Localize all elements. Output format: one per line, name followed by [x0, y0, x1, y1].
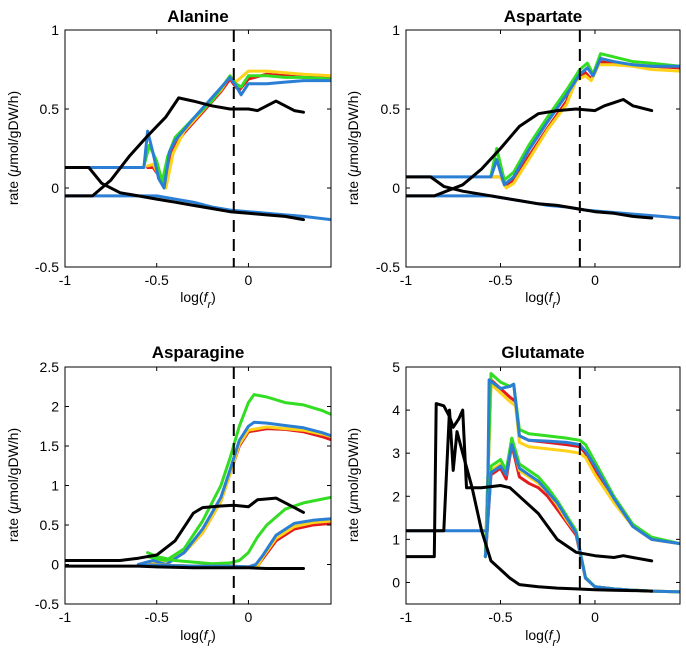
y-tick-label: 1 — [392, 22, 400, 38]
x-tick-label: 0 — [245, 272, 253, 288]
y-tick-label: 0.5 — [40, 517, 60, 533]
series-blue-lower — [65, 194, 331, 222]
y-axis-label: rate (μmol/gDW/h) — [345, 428, 361, 542]
y-axis-label: rate (μmol/gDW/h) — [5, 428, 21, 542]
y-axis-label: rate (μmol/gDW/h) — [5, 91, 21, 205]
panel-aspartate: Aspartate rate (μmol/gDW/h) log(fr) -1 -0… — [345, 7, 681, 311]
xlabel-sub-r: r — [552, 637, 557, 649]
x-tick-label: 0 — [591, 609, 599, 625]
x-tick-label: -1 — [400, 609, 413, 625]
xlabel-close: ) — [211, 627, 216, 643]
series-black-lower — [406, 408, 654, 593]
y-tick-label: 0.5 — [40, 101, 60, 117]
series-blue-upper — [65, 75, 331, 190]
y-tick-label: 1 — [392, 531, 400, 547]
y-tick-label: 0 — [51, 557, 59, 573]
panel-title: Glutamate — [501, 343, 584, 362]
plot-lines — [65, 69, 331, 222]
plot-area — [65, 30, 331, 267]
series-green-high — [146, 393, 331, 562]
y-tick-label: 1 — [51, 478, 59, 494]
x-tick-label: -0.5 — [488, 272, 512, 288]
y-tick-label: 0 — [392, 574, 400, 590]
series-green-low — [146, 495, 331, 566]
axes-frame — [64, 29, 332, 268]
x-axis-label: log(fr) — [180, 627, 216, 649]
ylabel-mu: μ — [345, 501, 361, 510]
y-tick-label: 3 — [392, 445, 400, 461]
ylabel-mu: μ — [5, 501, 21, 510]
panel-asparagine: Asparagine rate (μmol/gDW/h) log(fr) -1-… — [5, 343, 332, 649]
plot-lines — [65, 393, 331, 570]
x-tick-label: -1 — [59, 609, 72, 625]
series-black-upper — [65, 96, 305, 198]
series-blue-upper — [406, 56, 680, 187]
y-axis-label: rate (μmol/gDW/h) — [345, 91, 361, 205]
axes-frame — [405, 366, 681, 605]
y-tick-label: 5 — [392, 359, 400, 375]
xlabel-close: ) — [211, 289, 216, 305]
y-tick-label: 2.5 — [40, 359, 60, 375]
series-black-lower — [65, 564, 305, 570]
series-black-lower — [65, 166, 305, 222]
plot-area — [65, 367, 331, 604]
x-tick-label: -0.5 — [145, 272, 169, 288]
y-tick-label: 0 — [51, 180, 59, 196]
x-axis-label: log(fr) — [180, 289, 216, 311]
y-tick-label: -0.5 — [376, 259, 400, 275]
x-tick-label: 0 — [245, 609, 253, 625]
series-black-lower — [406, 175, 654, 220]
xlabel-close: ) — [556, 289, 561, 305]
y-tick-label: 2 — [392, 488, 400, 504]
panel-glutamate: Glutamate rate (μmol/gDW/h) log(fr) -1 -0… — [345, 343, 681, 649]
x-tick-label: 0 — [591, 272, 599, 288]
axes-frame — [405, 29, 681, 268]
series-black-upper — [406, 402, 654, 563]
xlabel-f: f — [204, 627, 210, 643]
x-tick-label: -1 — [400, 272, 413, 288]
panel-title: Alanine — [167, 7, 228, 26]
x-tick-label: -0.5 — [145, 609, 169, 625]
y-tick-label: 0 — [392, 180, 400, 196]
y-tick-label: 1.5 — [40, 438, 60, 454]
ylabel-mu: μ — [5, 164, 21, 173]
series-black-upper — [406, 98, 654, 198]
y-tick-label: 1 — [51, 22, 59, 38]
y-tick-label: -0.5 — [35, 259, 59, 275]
xlabel-f: f — [549, 289, 555, 305]
y-tick-label: 2 — [51, 399, 59, 415]
y-tick-label: 0.5 — [381, 101, 401, 117]
xlabel-f: f — [204, 289, 210, 305]
ylabel-mu: μ — [345, 164, 361, 173]
y-tick-label: -0.5 — [35, 596, 59, 612]
series-blue-upper — [406, 378, 680, 546]
x-tick-label: -1 — [59, 272, 72, 288]
panel-title: Asparagine — [152, 343, 245, 362]
xlabel-sub-r: r — [207, 637, 212, 649]
panel-title: Aspartate — [504, 7, 582, 26]
series-black-upper — [65, 496, 305, 562]
plot-lines — [406, 372, 680, 594]
x-axis-label: log(fr) — [525, 627, 561, 649]
xlabel-sub-r: r — [552, 299, 557, 311]
y-tick-label: 4 — [392, 402, 400, 418]
x-axis-label: log(fr) — [525, 289, 561, 311]
plot-area — [406, 30, 680, 267]
series-blue-low — [136, 517, 331, 569]
xlabel-close: ) — [556, 627, 561, 643]
xlabel-f: f — [549, 627, 555, 643]
x-tick-label: -0.5 — [488, 609, 512, 625]
xlabel-sub-r: r — [207, 299, 212, 311]
panel-alanine: Alanine rate (μmol/gDW/h) log(fr) -1 -0.5… — [5, 7, 332, 311]
